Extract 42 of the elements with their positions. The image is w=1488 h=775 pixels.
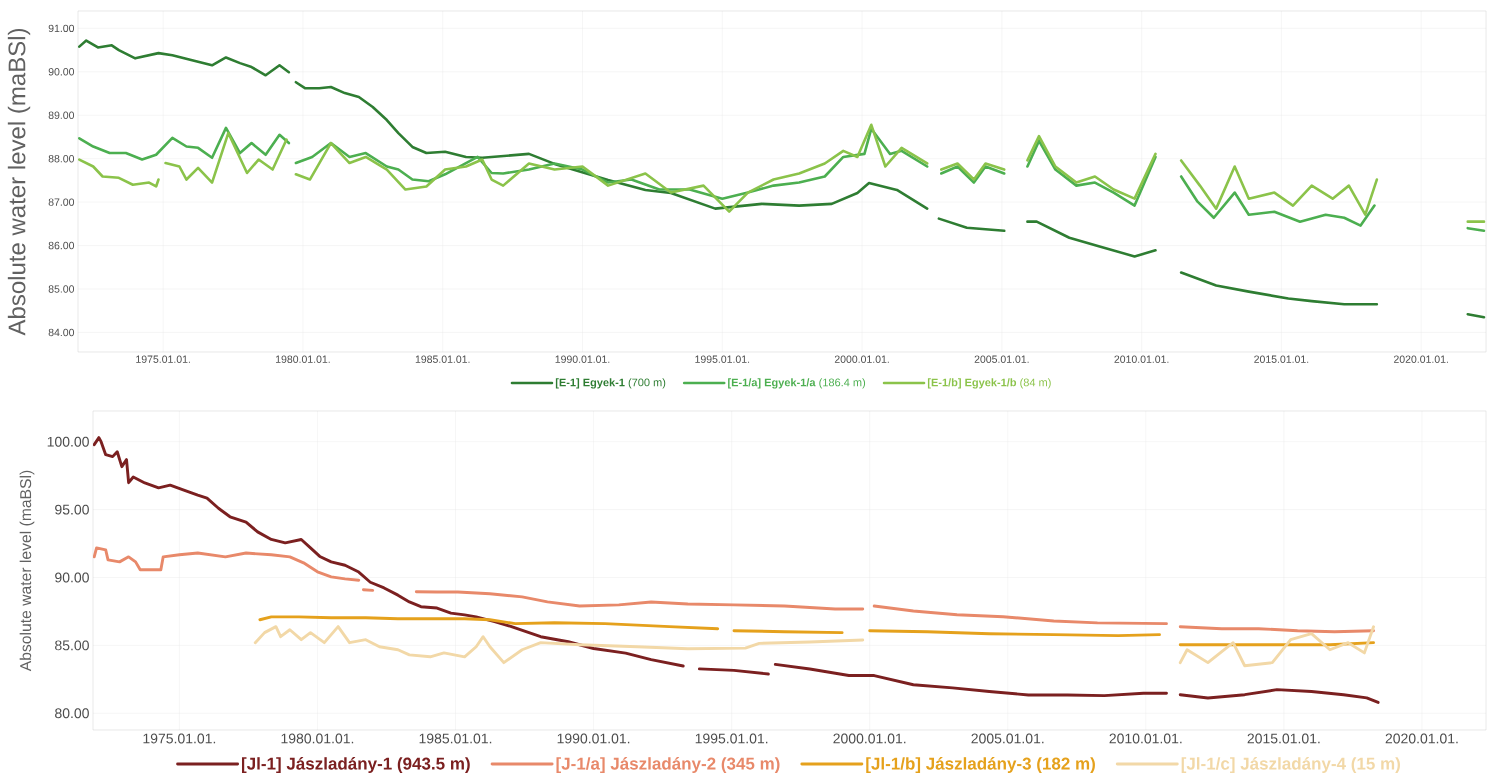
x-tick-label: 2010.01.01.	[1114, 355, 1169, 363]
legend-label: [Jl-1/b] Jászladány-3 (182 m)	[866, 757, 1095, 774]
y-axis-title: Absolute water level (maBSl)	[19, 470, 35, 672]
x-tick-label: 2000.01.01.	[833, 733, 906, 744]
y-tick-label: 91.00	[48, 24, 75, 33]
x-tick-label: 2015.01.01.	[1254, 355, 1309, 363]
legend-label: [Jl-1] Jászladány-1 (943.5 m)	[241, 757, 470, 774]
x-tick-label: 2020.01.01.	[1393, 355, 1448, 363]
legend-label: [E-1/a] Egyek-1/a (186.4 m)	[728, 378, 866, 389]
y-tick-label: 88.00	[48, 154, 75, 163]
x-tick-label: 2020.01.01.	[1385, 733, 1458, 744]
legend-label: [J-1/a] Jászladány-2 (345 m)	[556, 757, 780, 774]
y-tick-label: 89.00	[48, 111, 75, 119]
x-tick-label: 1995.01.01.	[695, 733, 768, 744]
x-tick-label: 2000.01.01.	[834, 355, 889, 363]
x-tick-label: 1995.01.01.	[695, 355, 750, 363]
x-tick-label: 2015.01.01.	[1247, 733, 1320, 744]
x-tick-label: 1975.01.01.	[136, 355, 190, 363]
legend-label: [E-1] Egyek-1 (700 m)	[555, 378, 666, 389]
y-tick-label: 85.00	[55, 640, 89, 651]
x-tick-label: 1980.01.01.	[276, 355, 330, 363]
y-tick-label: 85.00	[48, 285, 75, 293]
x-tick-label: 1990.01.01.	[557, 733, 630, 744]
legend-label: [E-1/b] Egyek-1/b (84 m)	[927, 378, 1051, 389]
x-tick-label: 2010.01.01.	[1109, 733, 1182, 744]
y-tick-label: 87.00	[48, 198, 75, 206]
x-tick-label: 2005.01.01.	[974, 355, 1029, 363]
y-tick-label: 90.00	[48, 68, 75, 76]
y-tick-label: 84.00	[48, 328, 75, 337]
y-tick-label: 80.00	[55, 708, 89, 719]
legend-label: [Jl-1/c] Jászladány-4 (15 m)	[1181, 757, 1400, 774]
y-axis-title: Absolute water level (maBSl)	[7, 28, 31, 336]
y-tick-label: 95.00	[55, 504, 89, 515]
y-tick-label: 86.00	[48, 241, 75, 250]
y-tick-label: 100.00	[47, 436, 89, 447]
x-tick-label: 1980.01.01.	[281, 733, 354, 744]
x-tick-label: 2005.01.01.	[971, 733, 1044, 744]
x-tick-label: 1990.01.01.	[555, 355, 610, 363]
x-tick-label: 1975.01.01.	[143, 733, 216, 744]
x-tick-label: 1985.01.01.	[415, 355, 470, 363]
x-tick-label: 1985.01.01.	[419, 733, 492, 744]
y-tick-label: 90.00	[55, 572, 89, 583]
